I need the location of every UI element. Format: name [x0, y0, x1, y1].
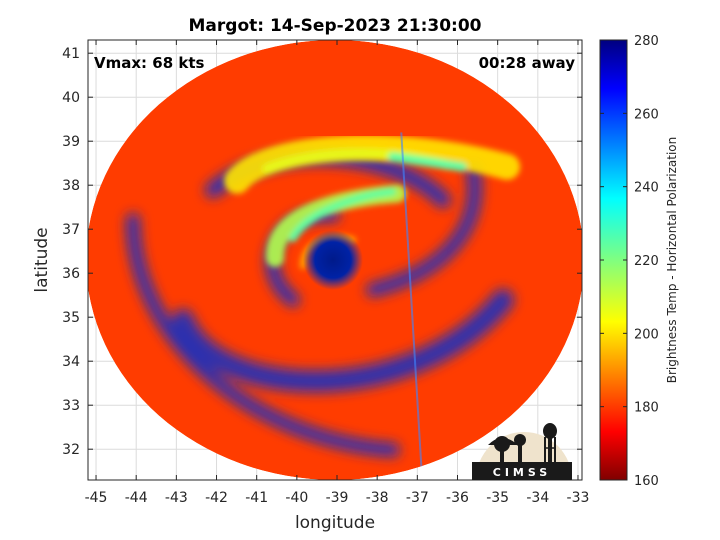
x-tick-label: -33 — [567, 490, 590, 506]
x-tick-label: -35 — [486, 490, 509, 506]
colorbar-tick-label: 160 — [634, 474, 659, 489]
colorbar-tick-label: 220 — [634, 254, 659, 269]
x-tick-label: -38 — [366, 490, 389, 506]
x-tick-label: -36 — [446, 490, 469, 506]
chart-title: Margot: 14-Sep-2023 21:30:00 — [189, 16, 482, 36]
logo-tower — [543, 423, 557, 439]
y-tick-label: 40 — [62, 90, 80, 106]
y-tick-label: 32 — [62, 442, 80, 458]
swath-band-northeast — [387, 152, 467, 172]
colorbar-tick-label: 200 — [634, 327, 659, 342]
y-axis-ticks: 32 33 34 35 36 37 38 39 40 41 — [62, 46, 582, 458]
colorbar-tick-label: 180 — [634, 401, 659, 416]
swath-seam — [400, 132, 423, 467]
y-tick-label: 41 — [62, 46, 80, 62]
x-tick-label: -45 — [85, 490, 108, 506]
microwave-swath — [88, 40, 582, 480]
y-tick-label: 39 — [62, 134, 80, 150]
x-tick-label: -39 — [326, 490, 349, 506]
y-tick-label: 37 — [62, 222, 80, 238]
y-tick-label: 35 — [62, 310, 80, 326]
colorbar — [599, 39, 628, 481]
x-tick-label: -37 — [406, 490, 429, 506]
colorbar-tick-label: 280 — [634, 34, 659, 49]
cimss-logo: CIMSS — [472, 423, 572, 480]
x-tick-label: -41 — [245, 490, 268, 506]
x-axis-label: longitude — [295, 513, 375, 533]
y-tick-label: 36 — [62, 266, 80, 282]
x-axis-ticks: -45 -44 -43 -42 -41 -40 -39 -38 -37 -36 -35 -34 -33 — [85, 40, 590, 506]
colorbar-label: Brightness Temp - Horizontal Polarizatio… — [665, 137, 679, 384]
x-tick-label: -34 — [526, 490, 549, 506]
swath-dark-band — [125, 213, 400, 457]
swath-band-north — [224, 135, 521, 194]
x-tick-label: -40 — [285, 490, 308, 506]
logo-base — [472, 462, 572, 480]
time-away-annotation: 00:28 away — [479, 54, 576, 72]
swath-dark-band — [365, 163, 482, 297]
axes-box — [87, 39, 583, 481]
x-tick-label: -43 — [165, 490, 188, 506]
colorbar-tick-label: 240 — [634, 181, 659, 196]
y-tick-label: 34 — [62, 354, 80, 370]
y-tick-label: 38 — [62, 178, 80, 194]
y-axis-label: latitude — [32, 227, 52, 292]
y-tick-label: 33 — [62, 398, 80, 414]
swath-band-inner-core — [288, 187, 397, 242]
x-tick-label: -42 — [205, 490, 228, 506]
x-tick-label: -44 — [125, 490, 148, 506]
swath-dark-band — [171, 289, 514, 393]
colorbar-tick-label: 260 — [634, 107, 659, 122]
vmax-annotation: Vmax: 68 kts — [94, 54, 204, 72]
logo-text: CIMSS — [493, 466, 551, 479]
storm-eye — [302, 230, 363, 290]
colorbar-ticks: 160 180 200 220 240 260 280 — [600, 34, 659, 489]
